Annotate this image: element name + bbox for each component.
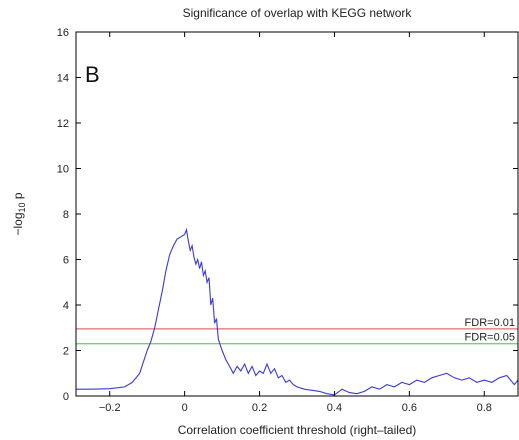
reference-line-labels: FDR=0.01 FDR=0.05 xyxy=(465,317,515,344)
x-tick-label: 0 xyxy=(182,402,188,414)
chart-title: Significance of overlap with KEGG networ… xyxy=(183,6,413,20)
y-axis-label-end: p xyxy=(11,192,25,202)
x-tick-label: 0.8 xyxy=(477,402,492,414)
plot-frame xyxy=(75,31,519,397)
x-axis-label: Correlation coefficient threshold (right… xyxy=(178,423,417,437)
x-tick-label: 0.6 xyxy=(402,402,417,414)
y-axis-label-main: −log xyxy=(11,213,25,236)
reference-lines xyxy=(76,328,518,345)
reference-line-label: FDR=0.05 xyxy=(465,332,515,344)
significance-series-line xyxy=(76,227,519,396)
reference-line-label: FDR=0.01 xyxy=(465,317,515,329)
y-axis-ticks: 0 2 4 6 8 10 12 14 16 xyxy=(57,27,518,403)
y-tick-label: 16 xyxy=(57,27,69,39)
x-tick-label: −0.2 xyxy=(99,402,121,414)
y-tick-label: 12 xyxy=(57,118,69,130)
y-tick-label: 2 xyxy=(63,346,69,358)
y-axis-label-subscript: 10 xyxy=(17,202,27,212)
x-axis-ticks: −0.2 0 0.2 0.4 0.6 0.8 xyxy=(99,32,492,414)
x-tick-label: 0.2 xyxy=(252,402,267,414)
y-tick-label: 0 xyxy=(63,391,69,403)
y-axis-label: −log10 p xyxy=(11,192,27,235)
panel-label: B xyxy=(85,62,100,87)
y-tick-label: 4 xyxy=(63,300,69,312)
y-tick-label: 8 xyxy=(63,209,69,221)
y-tick-label: 10 xyxy=(57,164,69,176)
y-tick-label: 6 xyxy=(63,255,69,267)
x-tick-label: 0.4 xyxy=(327,402,342,414)
y-tick-label: 14 xyxy=(57,73,69,85)
